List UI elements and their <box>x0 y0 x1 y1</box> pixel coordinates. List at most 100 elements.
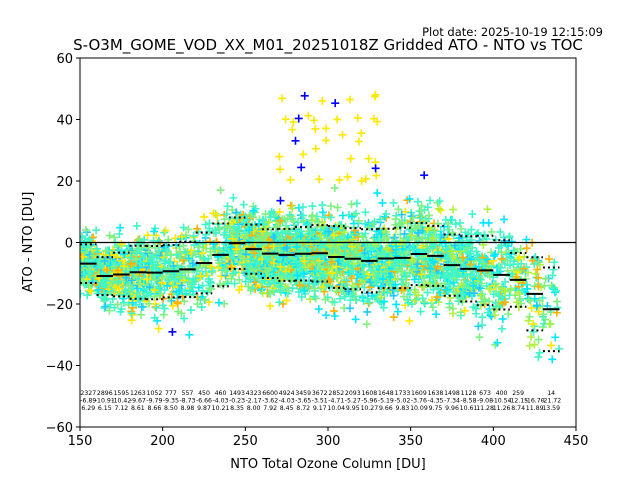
scatter-point <box>367 266 376 275</box>
scatter-point <box>102 265 111 274</box>
scatter-point <box>189 231 198 240</box>
scatter-point <box>413 197 422 206</box>
scatter-point <box>445 280 454 289</box>
scatter-point <box>423 288 432 297</box>
scatter-point <box>506 286 515 295</box>
scatter-point <box>411 288 420 297</box>
scatter-point <box>489 290 498 299</box>
scatter-point <box>268 286 277 295</box>
scatter-point <box>469 303 478 312</box>
bin-mean-label: -8.73 <box>179 398 195 405</box>
scatter-point <box>347 274 356 283</box>
scatter-point <box>168 301 177 310</box>
scatter-point <box>198 249 207 258</box>
scatter-point <box>136 310 145 319</box>
scatter-point <box>493 338 502 347</box>
scatter-point <box>214 263 223 272</box>
scatter-point <box>499 255 508 264</box>
scatter-point <box>369 234 378 243</box>
scatter-point <box>393 307 402 316</box>
bin-mean-label: -4.71 <box>328 398 344 405</box>
scatter-point <box>299 150 308 159</box>
bin-mean-label: -6.66 <box>196 398 212 405</box>
scatter-point <box>434 247 443 256</box>
scatter-point <box>301 263 310 272</box>
bin-mean-label: -2.17 <box>246 398 262 405</box>
scatter-point <box>450 260 459 269</box>
scatter-point <box>132 255 141 264</box>
scatter-point <box>127 309 136 318</box>
scatter-point <box>276 282 285 291</box>
bin-mean-label: -9.79 <box>146 398 162 405</box>
scatter-point <box>535 348 544 357</box>
scatter-point <box>232 214 241 223</box>
scatter-point <box>294 114 303 123</box>
scatter-point <box>216 186 225 195</box>
scatter-point <box>177 309 186 318</box>
scatter-point <box>519 264 528 273</box>
scatter-point <box>496 228 505 236</box>
scatter-point <box>274 272 283 281</box>
y-tick-label: 40 <box>56 114 73 129</box>
scatter-point <box>380 297 389 306</box>
scatter-point <box>266 302 275 311</box>
scatter-point <box>188 280 197 289</box>
scatter-point <box>275 298 284 307</box>
scatter-point <box>316 231 325 240</box>
bin-std-label: 7.12 <box>114 405 128 412</box>
scatter-point <box>324 227 333 236</box>
scatter-point <box>505 232 514 241</box>
scatter-point <box>418 294 427 303</box>
scatter-point <box>510 266 519 275</box>
y-tick-label: −20 <box>46 298 73 313</box>
bin-mean-label: -9.67 <box>130 398 146 405</box>
y-axis-label: ATO - NTO [DU] <box>21 192 36 293</box>
scatter-point <box>485 271 494 280</box>
scatter-point <box>185 286 194 295</box>
scatter-point <box>292 242 301 251</box>
scatter-point <box>152 231 161 240</box>
scatter-point <box>145 283 154 292</box>
scatter-point <box>483 205 492 214</box>
scatter-point <box>316 243 325 252</box>
scatter-point <box>263 229 272 238</box>
scatter-point <box>374 261 383 270</box>
scatter-point <box>335 175 344 184</box>
scatter-point <box>427 296 436 305</box>
scatter-point <box>177 281 186 290</box>
scatter-point <box>469 281 478 290</box>
scatter-point <box>451 288 460 297</box>
scatter-point <box>456 290 465 299</box>
bin-count-label: 1493 <box>229 390 245 397</box>
scatter-point <box>548 355 557 364</box>
bin-count-label: 4924 <box>279 390 295 397</box>
bin-count-label: 14 <box>547 390 555 397</box>
scatter-point <box>371 164 380 173</box>
bin-count-label: 557 <box>182 390 194 397</box>
scatter-point <box>179 276 188 285</box>
scatter-point <box>154 324 163 333</box>
scatter-point <box>404 298 413 307</box>
bin-count-label: 1498 <box>444 390 460 397</box>
scatter-point <box>434 204 443 213</box>
bin-std-label: 8.66 <box>148 405 162 412</box>
scatter-point <box>512 298 521 307</box>
bin-std-label: 8.72 <box>296 405 310 412</box>
scatter-point <box>291 136 300 145</box>
scatter-point <box>335 294 344 303</box>
scatter-point <box>440 222 449 231</box>
scatter-point <box>487 227 496 236</box>
scatter-point <box>94 285 103 294</box>
scatter-point <box>420 171 429 180</box>
scatter-point <box>177 232 186 241</box>
scatter-point <box>234 223 243 232</box>
scatter-point <box>201 295 210 304</box>
scatter-point <box>360 271 369 280</box>
scatter-point <box>223 202 232 211</box>
scatter-point <box>89 251 98 260</box>
scatter-point <box>534 353 543 362</box>
scatter-point <box>100 256 109 265</box>
scatter-point <box>478 258 487 267</box>
scatter-point <box>357 252 366 261</box>
scatter-point <box>405 316 414 325</box>
